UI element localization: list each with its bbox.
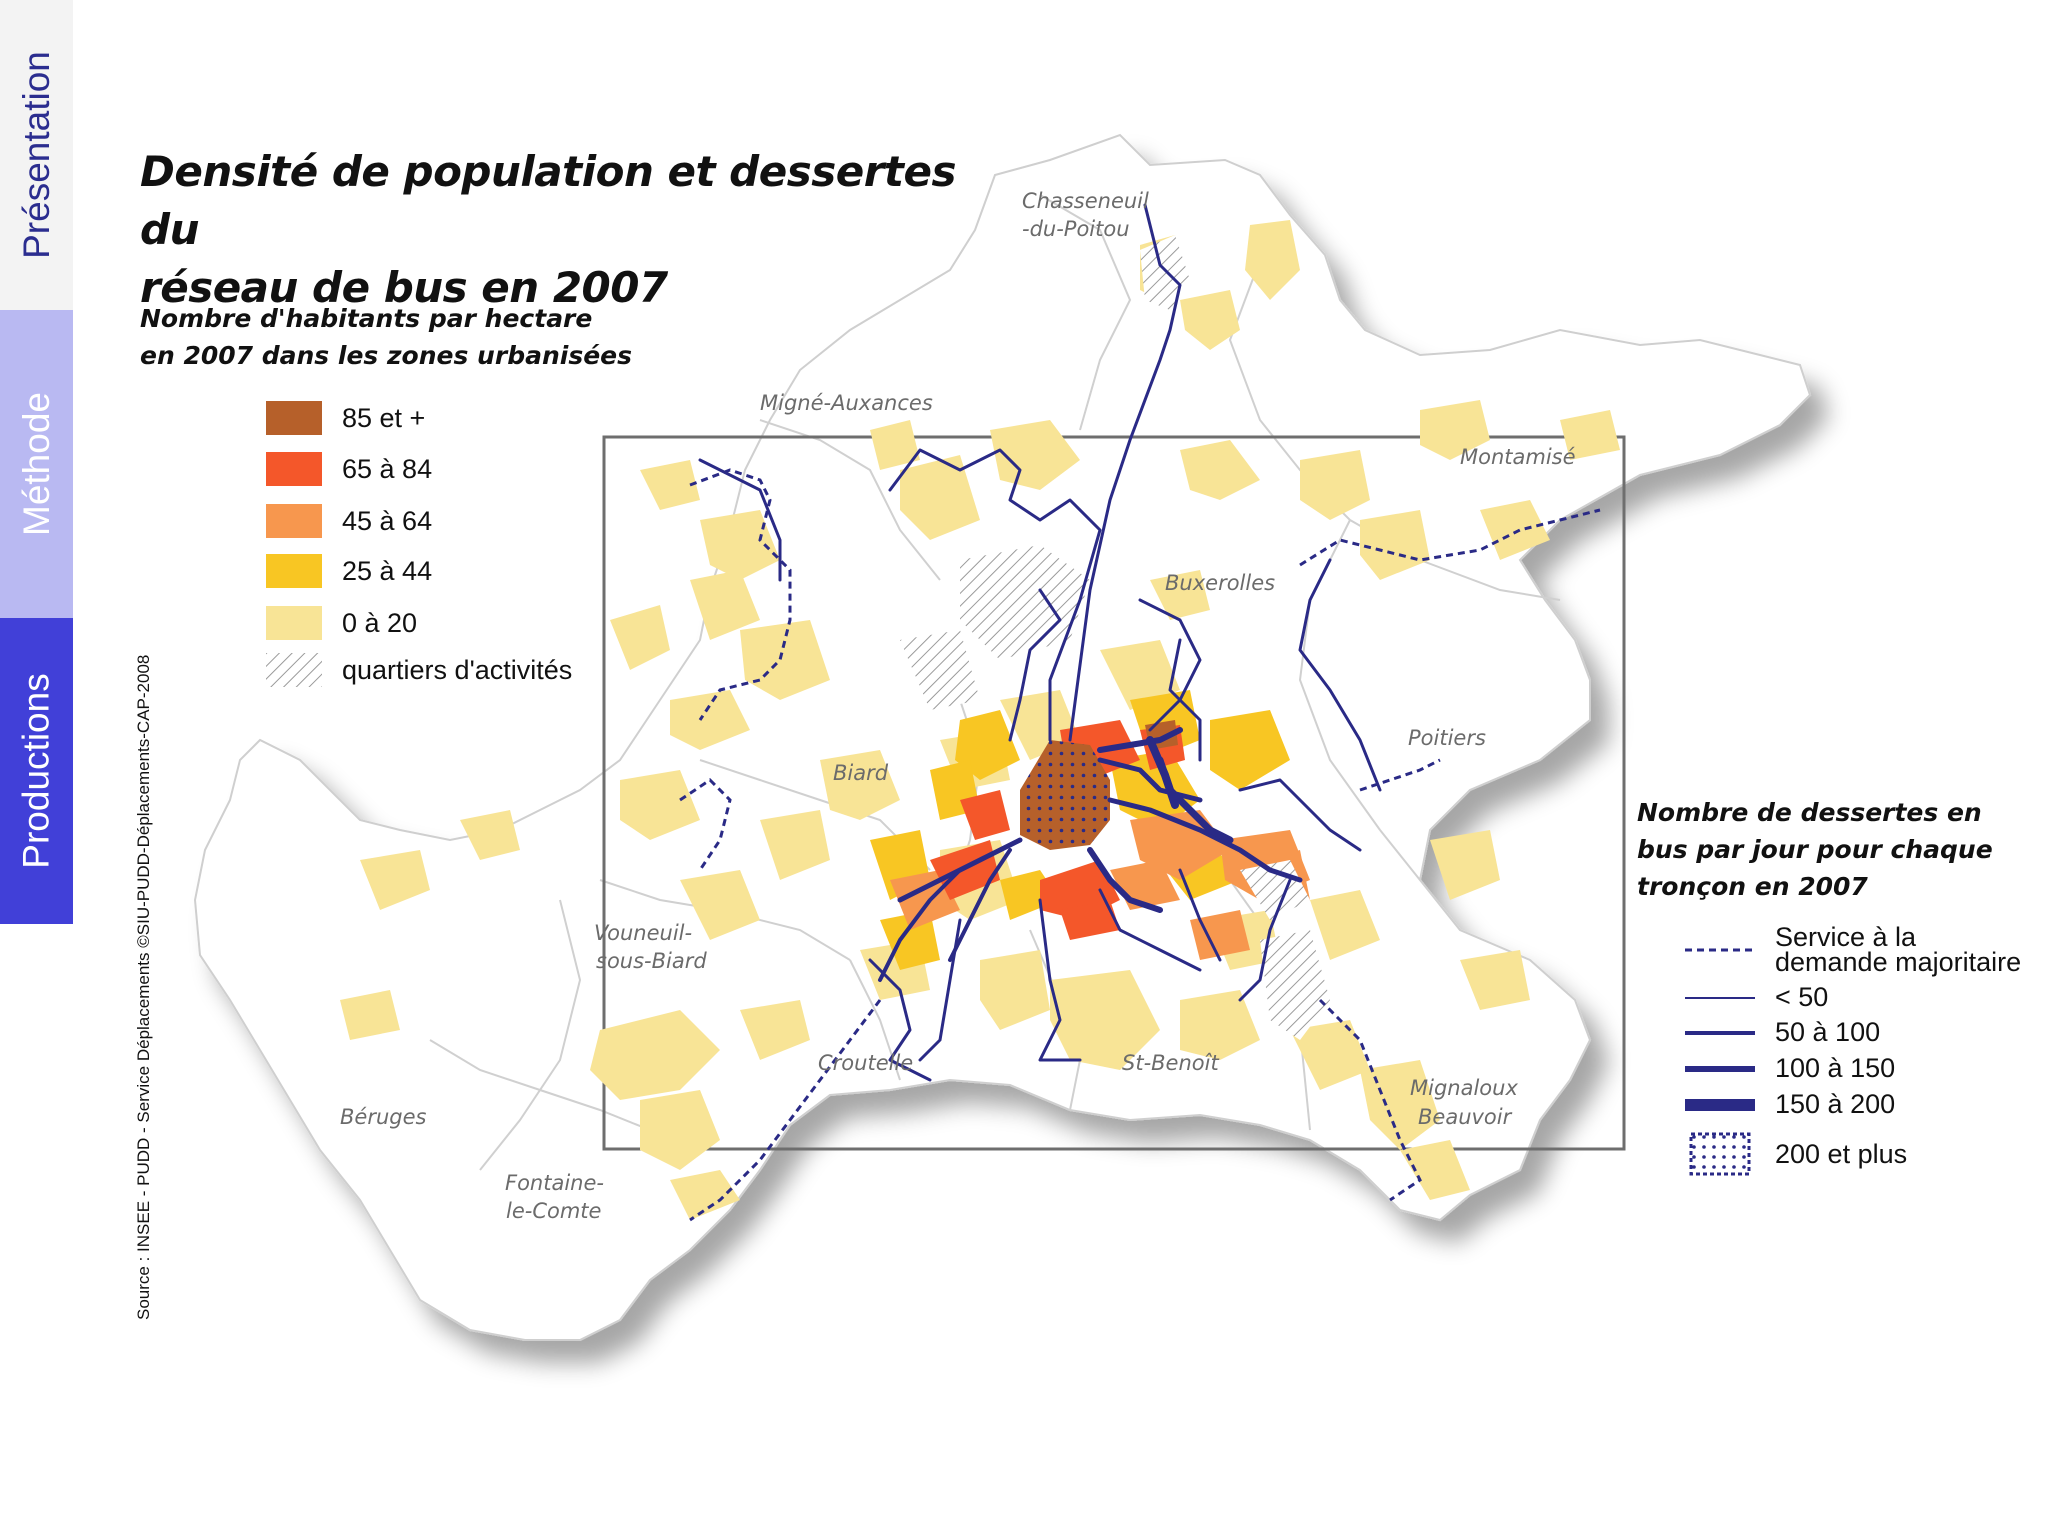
label-biard: Biard: [833, 761, 889, 785]
map-title: Densité de population et dessertes du ré…: [140, 143, 1000, 317]
symbol-line-thick: [1685, 1063, 1755, 1075]
bus-legend-item: Service à la demande majoritaire: [1685, 922, 2022, 977]
density-legend-item: 65 à 84: [266, 452, 432, 486]
bus-legend-title: Nombre de dessertes en bus par jour pour…: [1637, 794, 2017, 905]
bus-legend-item: 50 à 100: [1685, 1017, 1881, 1047]
density-85-plus-centre: [1020, 740, 1110, 850]
label-vouneuil-2: sous-Biard: [596, 949, 707, 973]
bus-legend-label: 50 à 100: [1775, 1017, 1881, 1047]
symbol-line-thin: [1685, 993, 1755, 1003]
density-legend-title-line-1: Nombre d'habitants par hectare: [140, 304, 593, 333]
density-legend-label: quartiers d'activités: [342, 654, 573, 685]
activity-zones: [900, 235, 1330, 1040]
label-vouneuil-1: Vouneuil-: [594, 921, 692, 945]
bus-legend-label: 100 à 150: [1775, 1053, 1896, 1083]
label-chasseneuil-1: Chasseneuil: [1022, 189, 1149, 213]
label-fontaine-1: Fontaine-: [505, 1171, 604, 1195]
label-migne: Migné-Auxances: [760, 391, 933, 415]
bus-legend-item: 200 et plus: [1685, 1132, 1907, 1176]
swatch-0-20: [266, 606, 322, 640]
swatch-65-84: [266, 452, 322, 486]
density-legend-label: 85 et +: [342, 402, 426, 433]
label-mignaloux-1: Mignaloux: [1410, 1076, 1518, 1100]
bus-legend-title-line-1: Nombre de dessertes en: [1637, 798, 1982, 827]
study-area-frame: [602, 435, 1626, 1151]
bus-legend-label: 200 et plus: [1775, 1138, 1908, 1169]
bus-legend-item: < 50: [1685, 982, 1829, 1012]
bus-legend-title-line-3: tronçon en 2007: [1637, 872, 1868, 901]
density-legend-item: quartiers d'activités: [266, 653, 572, 687]
label-fontaine-2: le-Comte: [506, 1199, 601, 1223]
bus-legend-label: < 50: [1775, 982, 1829, 1012]
tab-presentation[interactable]: Présentation: [0, 0, 73, 310]
density-legend-label: 65 à 84: [342, 453, 433, 484]
density-legend-item: 25 à 44: [266, 554, 432, 588]
map-title-line-1: Densité de population et dessertes du: [140, 147, 956, 254]
label-beruges: Béruges: [340, 1105, 427, 1129]
source-credit: Source : INSEE - PUDD - Service Déplacem…: [134, 654, 153, 1320]
swatch-hatched: [266, 653, 322, 687]
density-legend-title-line-2: en 2007 dans les zones urbanisées: [140, 341, 632, 370]
density-legend-label: 25 à 44: [342, 555, 433, 586]
bus-legend-item: 150 à 200: [1685, 1089, 1896, 1119]
bus-legend-label-line-1: Service à la: [1775, 922, 1917, 952]
map-title-line-2: réseau de bus en 2007: [140, 263, 668, 312]
label-croutelle: Croutelle: [818, 1051, 913, 1075]
symbol-dotted-box: [1685, 1132, 1755, 1176]
place-labels: Chasseneuil -du-Poitou Migné-Auxances Mo…: [340, 189, 1576, 1223]
bus-routes: [698, 203, 1382, 1082]
symbol-line-heavy: [1685, 1098, 1755, 1112]
symbol-line-medium: [1685, 1028, 1755, 1038]
density-legend-item: 85 et +: [266, 401, 425, 435]
density-legend-title: Nombre d'habitants par hectare en 2007 d…: [140, 300, 640, 374]
bus-legend-label: 150 à 200: [1775, 1089, 1896, 1119]
bus-legend-title-line-2: bus par jour pour chaque: [1637, 835, 1993, 864]
density-legend-label: 0 à 20: [342, 607, 418, 638]
bus-legend-label-line-2: demande majoritaire: [1775, 947, 2022, 977]
swatch-85-plus: [266, 401, 322, 435]
swatch-25-44: [266, 554, 322, 588]
label-mignaloux-2: Beauvoir: [1418, 1105, 1513, 1129]
label-poitiers: Poitiers: [1408, 726, 1486, 750]
tab-methode[interactable]: Méthode: [0, 310, 73, 618]
swatch-45-64: [266, 504, 322, 538]
tab-productions[interactable]: Productions: [0, 618, 73, 924]
density-legend-label: 45 à 64: [342, 505, 433, 536]
label-buxerolles: Buxerolles: [1165, 571, 1275, 595]
label-st-benoit: St-Benoît: [1122, 1051, 1219, 1075]
bus-legend-item: 100 à 150: [1685, 1053, 1896, 1083]
label-chasseneuil-2: -du-Poitou: [1022, 217, 1130, 241]
bus-legend-label: Service à la demande majoritaire: [1775, 922, 2022, 977]
label-montamise: Montamisé: [1460, 445, 1576, 469]
on-demand-routes: [679, 468, 1601, 1222]
density-legend-item: 0 à 20: [266, 606, 417, 640]
density-legend-item: 45 à 64: [266, 504, 432, 538]
symbol-dashed-line: [1685, 947, 1755, 953]
